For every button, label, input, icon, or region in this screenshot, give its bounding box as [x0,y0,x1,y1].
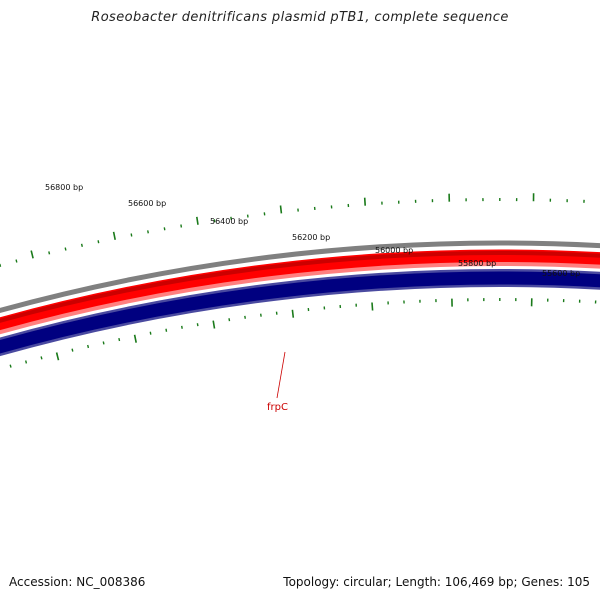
outer-minor-tick [147,230,149,234]
outer-minor-tick [97,240,100,244]
inner-major-tick [133,334,137,343]
inner-minor-tick [244,315,246,319]
outer-major-tick [363,197,366,206]
ruler-label: 56400 bp [210,217,248,226]
inner-minor-tick [118,337,121,342]
outer-minor-tick [163,227,166,231]
outer-major-tick [30,250,34,259]
inner-minor-tick [228,318,231,322]
accession-text: Accession: NC_008386 [9,575,146,589]
inner-minor-tick [40,356,43,360]
ruler-label: 55600 bp [542,269,580,278]
forward-strand-light-band [0,262,600,335]
outer-minor-tick [80,243,83,247]
inner-minor-tick [165,328,168,332]
inner-tick-ring [9,298,597,368]
inner-major-tick [55,352,60,361]
outer-major-tick [279,205,283,214]
inner-minor-tick [87,344,90,349]
gene-label-frpc[interactable]: frpC [267,402,288,413]
outer-minor-tick [15,259,18,263]
forward-strand-ring [0,249,600,331]
outer-minor-tick [130,233,133,237]
backbone-ring [0,240,600,314]
outer-minor-tick [180,224,183,228]
inner-minor-tick [149,331,152,335]
outer-minor-tick [64,247,67,251]
map-title: Roseobacter denitrificans plasmid pTB1, … [91,10,509,25]
map-summary-text: Topology: circular; Length: 106,469 bp; … [283,575,590,589]
inner-minor-tick [196,323,199,327]
inner-minor-tick [25,360,28,364]
ruler-label: 56200 bp [292,233,330,242]
outer-major-tick [112,231,116,240]
inner-minor-tick [181,325,183,329]
ruler-label: 56800 bp [45,183,83,192]
inner-minor-tick [9,364,12,368]
gene-pointer-line [276,351,286,399]
inner-minor-tick [102,341,105,345]
forward-strand-highlight [0,251,600,323]
outer-minor-tick [48,251,51,255]
ruler-labels: 56800 bp 56600 bp 56400 bp 56200 bp 56000 bp… [45,183,580,278]
outer-minor-tick [213,219,216,223]
ruler-label: 56000 bp [375,246,413,255]
inner-major-tick [212,320,216,329]
sequence-rings [0,240,600,357]
ruler-label: 55800 bp [458,259,496,268]
outer-tick-ring [0,193,585,267]
ruler-label: 56600 bp [128,199,166,208]
outer-major-tick [196,216,199,225]
inner-minor-tick [71,348,74,352]
inner-major-tick [291,309,295,318]
inner-major-tick [371,302,374,311]
reverse-strand-ring [0,271,600,354]
